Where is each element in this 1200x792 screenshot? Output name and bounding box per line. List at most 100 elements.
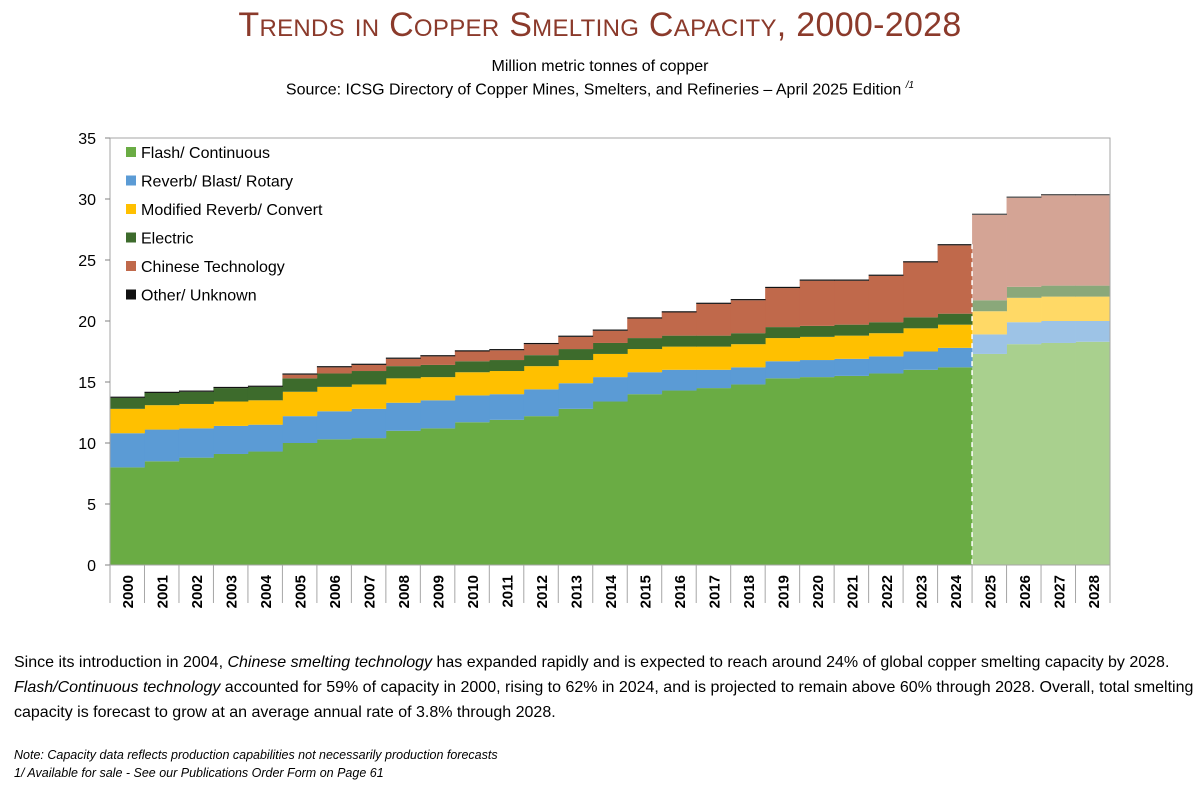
area-segment-chinese-technology-2015 <box>627 318 663 339</box>
area-segment-reverb-blast-rotary-2008 <box>385 402 421 431</box>
area-segment-electric-2023 <box>903 317 938 329</box>
area-segment-modified-reverb-convert-2020 <box>799 336 835 361</box>
area-segment-other-unknown-2000 <box>110 396 145 398</box>
x-tick-label-2002: 2002 <box>189 575 206 608</box>
y-tick-label-30: 30 <box>78 192 96 209</box>
area-segment-chinese-technology-2012 <box>523 344 559 356</box>
plot-frame <box>109 137 1111 566</box>
area-segment-electric-2022 <box>868 322 904 334</box>
area-segment-electric-2019 <box>765 327 801 339</box>
area-segment-other-unknown-2012 <box>523 342 559 345</box>
area-segment-electric-2013 <box>558 349 594 361</box>
area-segment-electric-2020 <box>799 325 835 337</box>
x-tick-label-2019: 2019 <box>775 575 792 608</box>
area-segment-electric-2012 <box>523 355 559 367</box>
area-segment-other-unknown-2002 <box>178 390 214 392</box>
area-segment-electric-2027 <box>1041 285 1076 297</box>
area-segment-other-unknown-2010 <box>454 350 490 352</box>
area-segment-electric-2025 <box>972 300 1007 312</box>
x-tick-label-2014: 2014 <box>603 574 620 608</box>
legend-label-3: Electric <box>141 231 193 248</box>
y-tick-label-10: 10 <box>78 436 96 453</box>
area-segment-electric-2007 <box>351 371 387 385</box>
area-segment-chinese-technology-2016 <box>661 312 697 336</box>
area-segment-flash-continuous-2006 <box>316 439 352 565</box>
area-segment-electric-2015 <box>627 338 663 350</box>
area-segment-reverb-blast-rotary-2024 <box>937 347 973 368</box>
x-tick-label-2000: 2000 <box>120 575 137 608</box>
area-segment-modified-reverb-convert-2028 <box>1075 296 1111 321</box>
area-segment-chinese-technology-2008 <box>385 358 421 367</box>
area-segment-electric-2006 <box>316 373 352 387</box>
area-segment-reverb-blast-rotary-2011 <box>489 394 525 420</box>
area-segment-chinese-technology-2017 <box>696 303 732 336</box>
area-segment-chinese-technology-2014 <box>592 330 628 343</box>
x-tick-label-2020: 2020 <box>810 575 827 608</box>
chart-areas <box>110 194 1111 565</box>
area-segment-flash-continuous-2007 <box>351 438 387 565</box>
legend-label-2: Modified Reverb/ Convert <box>141 202 323 219</box>
area-segment-chinese-technology-2022 <box>868 275 904 323</box>
area-segment-flash-continuous-2024 <box>937 367 973 565</box>
area-segment-modified-reverb-convert-2019 <box>765 338 801 362</box>
x-tick-label-2028: 2028 <box>1086 575 1103 608</box>
x-tick-label-2015: 2015 <box>637 575 654 608</box>
area-segment-other-unknown-2025 <box>972 213 1007 215</box>
area-segment-chinese-technology-2009 <box>420 356 456 365</box>
area-segment-other-unknown-2003 <box>213 386 249 389</box>
area-segment-other-unknown-2006 <box>316 366 352 368</box>
area-segment-other-unknown-2022 <box>868 274 904 276</box>
area-segment-other-unknown-2013 <box>558 335 594 337</box>
x-tick-label-2011: 2011 <box>500 575 517 608</box>
x-tick-label-2009: 2009 <box>431 575 448 608</box>
area-segment-chinese-technology-2025 <box>972 214 1007 301</box>
area-segment-reverb-blast-rotary-2009 <box>420 400 456 429</box>
x-tick-label-2012: 2012 <box>534 575 551 608</box>
area-segment-reverb-blast-rotary-2018 <box>730 367 766 385</box>
area-segment-electric-2003 <box>213 388 249 402</box>
area-segment-flash-continuous-2023 <box>903 369 938 565</box>
area-segment-flash-continuous-2012 <box>523 416 559 565</box>
area-segment-chinese-technology-2019 <box>765 288 801 328</box>
area-segment-other-unknown-2017 <box>696 302 732 304</box>
area-segment-modified-reverb-convert-2015 <box>627 349 663 373</box>
area-segment-flash-continuous-2020 <box>799 377 835 565</box>
area-segment-reverb-blast-rotary-2027 <box>1041 321 1076 343</box>
area-segment-reverb-blast-rotary-2013 <box>558 383 594 409</box>
area-segment-other-unknown-2005 <box>282 373 318 375</box>
area-segment-other-unknown-2001 <box>144 391 180 393</box>
area-segment-reverb-blast-rotary-2019 <box>765 361 801 379</box>
area-segment-modified-reverb-convert-2002 <box>178 403 214 429</box>
area-segment-electric-2005 <box>282 378 318 392</box>
summary-paragraph: Since its introduction in 2004, Chinese … <box>14 650 1194 725</box>
legend-swatch-1 <box>126 175 136 186</box>
area-segment-electric-2002 <box>178 391 214 404</box>
area-segment-flash-continuous-2004 <box>247 451 283 565</box>
area-segment-chinese-technology-2007 <box>351 364 387 372</box>
area-segment-chinese-technology-2023 <box>903 262 938 318</box>
area-segment-reverb-blast-rotary-2010 <box>454 395 490 423</box>
area-segment-flash-continuous-2011 <box>489 419 525 565</box>
x-tick-label-2013: 2013 <box>569 575 586 608</box>
area-segment-modified-reverb-convert-2014 <box>592 353 628 378</box>
chart-title: Trends in Copper Smelting Capacity, 2000… <box>238 6 962 44</box>
area-segment-electric-2000 <box>110 397 145 409</box>
area-segment-modified-reverb-convert-2001 <box>144 405 180 430</box>
x-tick-label-2010: 2010 <box>465 575 482 608</box>
area-segment-chinese-technology-2010 <box>454 351 490 362</box>
para-text-5: accounted for 59% of capacity in 2000, r… <box>14 679 1194 721</box>
source-text: Source: ICSG Directory of Copper Mines, … <box>285 81 902 99</box>
area-segment-flash-continuous-2015 <box>627 394 663 565</box>
x-tick-label-2004: 2004 <box>258 574 275 608</box>
area-segment-modified-reverb-convert-2010 <box>454 372 490 396</box>
area-segment-electric-2016 <box>661 335 697 347</box>
area-segment-modified-reverb-convert-2011 <box>489 371 525 395</box>
area-segment-other-unknown-2021 <box>834 279 870 281</box>
area-segment-flash-continuous-2014 <box>592 401 628 565</box>
area-segment-flash-continuous-2000 <box>110 467 145 565</box>
area-segment-flash-continuous-2002 <box>178 457 214 565</box>
area-segment-other-unknown-2028 <box>1075 194 1111 196</box>
para-text-1: Since its introduction in 2004, <box>14 654 228 671</box>
legend-swatch-5 <box>126 289 136 300</box>
